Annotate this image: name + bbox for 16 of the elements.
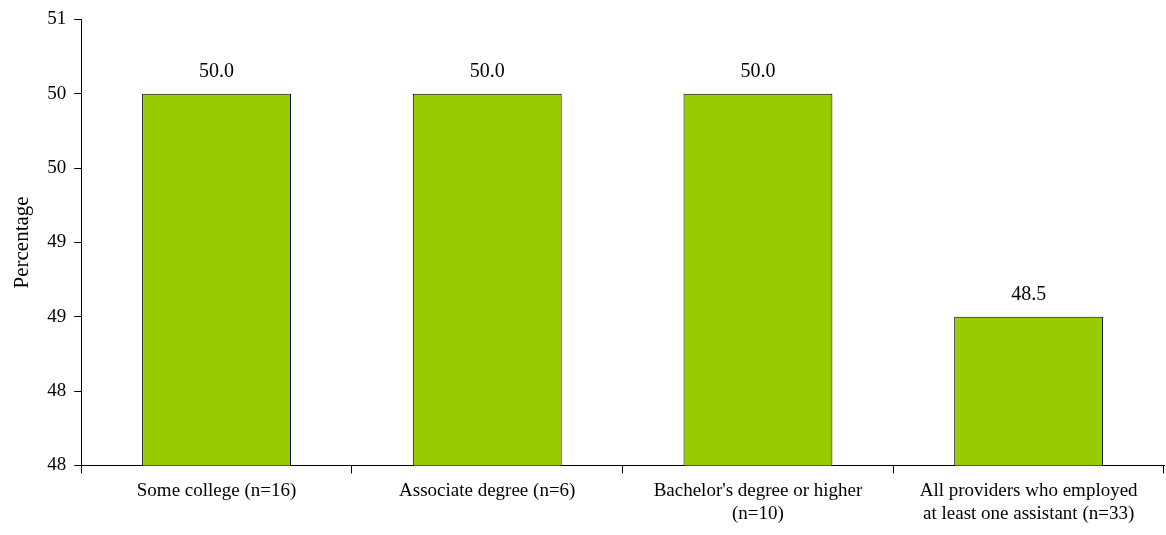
x-tick-label: Bachelor's degree or higher (n=10) [653,478,863,524]
x-tick-label: All providers who employed at least one assistant (n=33) [919,478,1139,524]
data-label: 50.0 [740,58,776,81]
y-tick-label: 48 [47,379,67,401]
y-tick-label: 49 [47,230,67,252]
data-label: 50.0 [199,58,235,81]
x-tick-label: Some college (n=16) [136,478,297,501]
data-label: 50.0 [469,58,505,81]
y-tick-label: 50 [47,81,67,103]
x-tick-label: Associate degree (n=6) [399,478,576,501]
y-axis-title: Percentage [9,196,34,289]
y-tick-label: 51 [47,7,67,29]
data-label: 48.5 [1011,281,1047,304]
y-tick-label: 50 [47,156,67,178]
y-tick-label: 48 [47,453,67,475]
y-tick-label: 49 [47,304,67,326]
